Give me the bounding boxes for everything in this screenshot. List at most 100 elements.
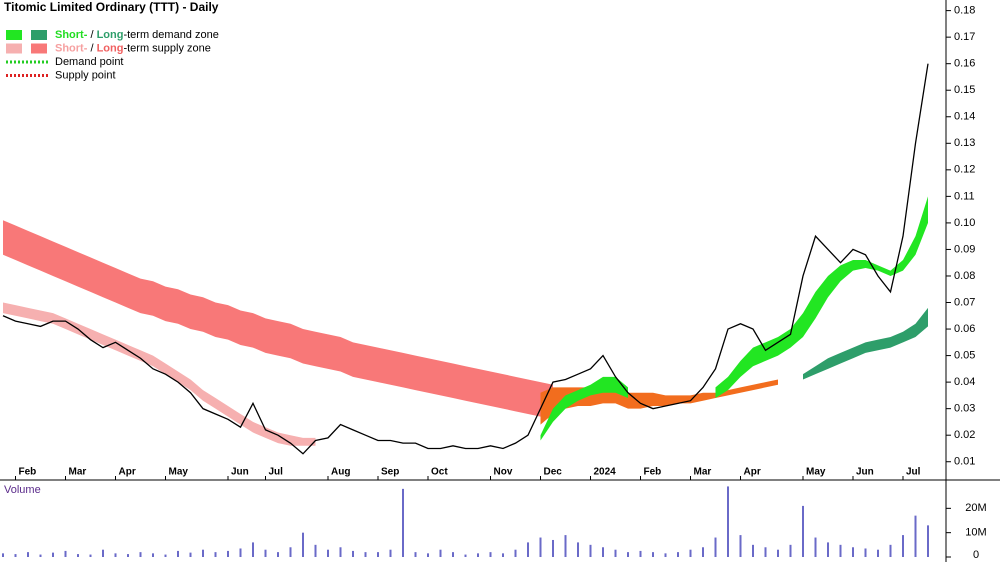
- volume-bar: [764, 547, 767, 557]
- x-tick-label: Mar: [694, 467, 712, 478]
- volume-bar: [702, 547, 704, 557]
- y-tick-label: 0.11: [954, 190, 975, 202]
- volume-bar: [402, 488, 404, 557]
- volume-bar: [652, 552, 654, 557]
- volume-bar: [164, 554, 167, 557]
- volume-bar: [727, 486, 729, 557]
- x-tick-label: 2024: [594, 467, 617, 478]
- volume-bar: [89, 554, 92, 557]
- volume-bar: [352, 550, 354, 557]
- legend-text-part: /: [87, 29, 96, 41]
- y-tick-label: 0.10: [954, 217, 975, 229]
- volume-bar: [364, 552, 367, 557]
- volume-bar: [327, 549, 329, 557]
- volume-bar: [2, 553, 4, 557]
- y-tick-label: 0.14: [954, 111, 975, 123]
- volume-bar: [289, 547, 292, 557]
- legend-text-part: /: [87, 42, 96, 54]
- x-tick-label: May: [806, 467, 826, 478]
- y-tick-label: 0.06: [954, 323, 975, 335]
- volume-bar: [214, 552, 217, 557]
- volume-bar: [439, 549, 442, 557]
- volume-bar: [114, 553, 117, 557]
- volume-bar: [527, 542, 529, 557]
- volume-bar: [689, 549, 692, 557]
- volume-bar: [464, 554, 467, 557]
- volume-bar: [839, 544, 842, 557]
- volume-bar: [752, 544, 754, 557]
- volume-bar: [377, 552, 379, 557]
- legend-swatch: [31, 30, 47, 40]
- y-tick-label: 0.01: [954, 456, 975, 468]
- y-tick-label: 0.04: [954, 376, 975, 388]
- volume-bar: [627, 552, 629, 557]
- y-tick-label: 0.07: [954, 296, 975, 308]
- volume-bar: [414, 552, 417, 557]
- volume-bar: [852, 547, 854, 557]
- volume-bar: [577, 542, 579, 557]
- y-tick-label: 0.18: [954, 5, 975, 17]
- volume-bar: [389, 549, 392, 557]
- volume-bar: [189, 552, 192, 557]
- x-tick-label: Nov: [494, 467, 513, 478]
- legend-swatch: [6, 43, 22, 54]
- volume-bar: [427, 553, 429, 557]
- y-tick-label: 0.09: [954, 243, 975, 255]
- x-tick-label: Jul: [269, 467, 284, 478]
- volume-bar: [902, 535, 904, 557]
- volume-bar: [614, 549, 617, 557]
- volume-bar: [739, 535, 742, 557]
- volume-bar: [914, 515, 917, 557]
- y-tick-label: 0.05: [954, 349, 975, 361]
- volume-bar: [252, 542, 254, 557]
- volume-bar: [477, 553, 479, 557]
- volume-bar: [552, 539, 554, 557]
- legend-text-part: Demand point: [55, 56, 124, 68]
- x-tick-label: Sep: [381, 467, 399, 478]
- x-tick-label: May: [169, 467, 189, 478]
- volume-bar: [27, 552, 29, 557]
- x-tick-label: Dec: [544, 467, 563, 478]
- volume-tick-label: 0: [973, 549, 979, 561]
- volume-bar: [889, 544, 892, 557]
- volume-bar: [227, 550, 229, 557]
- volume-bar: [714, 537, 717, 557]
- volume-bar: [589, 544, 592, 557]
- legend-text: Short- / Long-term supply zone: [55, 42, 211, 54]
- volume-bar: [564, 535, 567, 557]
- volume-bar: [14, 554, 17, 557]
- volume-bar: [152, 553, 154, 557]
- volume-bar: [489, 552, 492, 557]
- x-tick-label: Jul: [906, 467, 921, 478]
- legend-text-part: Short-: [55, 42, 88, 54]
- legend-text: Supply point: [55, 69, 116, 81]
- volume-bar: [314, 544, 317, 557]
- volume-bar: [52, 552, 54, 557]
- volume-bar: [127, 554, 129, 557]
- x-tick-label: Apr: [744, 467, 761, 478]
- volume-bar: [789, 544, 792, 557]
- y-tick-label: 0.02: [954, 429, 975, 441]
- volume-bar: [827, 542, 829, 557]
- chart-title: Titomic Limited Ordinary (TTT) - Daily: [4, 0, 219, 14]
- main: 0.01 0.02 0.03 0.04 0.05 0.06 0.07 0.08 0.09 0.10…: [2, 5, 987, 561]
- volume-bar: [277, 552, 279, 557]
- zone: [3, 220, 553, 420]
- legend-text-part: Long: [97, 29, 124, 41]
- x-tick-label: Jun: [856, 467, 874, 478]
- volume-bar: [814, 537, 817, 557]
- volume-bar: [802, 505, 804, 557]
- zones: [3, 196, 928, 446]
- x-tick-label: Mar: [69, 467, 87, 478]
- volume-bar: [452, 552, 454, 557]
- x-tick-label: Oct: [431, 467, 448, 478]
- y-tick-label: 0.17: [954, 31, 975, 43]
- volume-tick-label: 10M: [965, 527, 986, 539]
- zone: [3, 302, 316, 446]
- legend-text-part: Long: [97, 42, 124, 54]
- volume-bar: [339, 547, 342, 557]
- zone: [803, 307, 928, 380]
- volume-bar: [877, 549, 879, 557]
- x-tick-label: Feb: [644, 467, 662, 478]
